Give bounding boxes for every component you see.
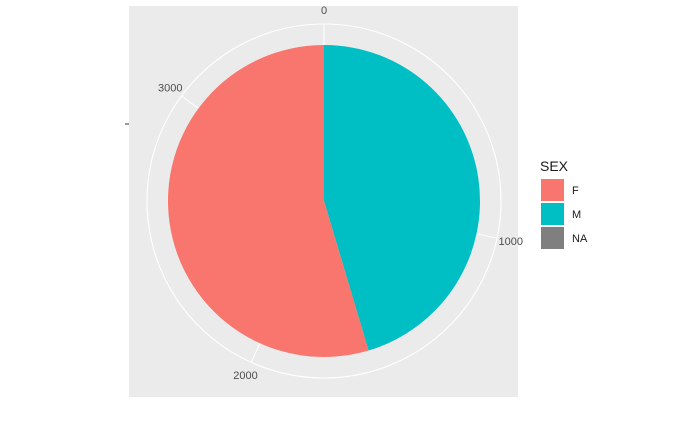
slice-M [324,45,480,351]
pie-slices [167,45,480,357]
theta-tick-labels: 0 1000 2000 3000 [158,5,523,382]
legend-title: SEX [540,158,569,174]
legend-label-NA: NA [572,233,588,245]
legend-swatch-F [541,179,564,201]
legend-label-F: F [572,185,579,197]
tick-label-1000: 1000 [498,236,522,248]
tick-label-2000: 2000 [233,370,257,382]
tick-label-3000: 3000 [158,83,182,95]
tick-label-0: 0 [321,5,327,17]
legend-swatch-NA [541,227,564,249]
legend-label-M: M [572,209,581,221]
legend-swatch-M [541,203,564,225]
slice-F [167,45,369,357]
legend: SEX FM NA [540,158,588,249]
